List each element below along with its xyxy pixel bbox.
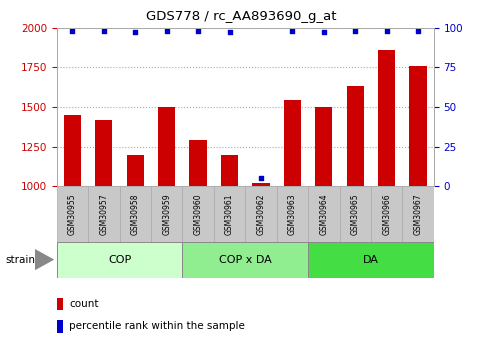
Bar: [252, 183, 270, 186]
Text: COP x DA: COP x DA: [219, 255, 272, 265]
Bar: [308, 186, 340, 242]
Bar: [182, 186, 214, 242]
Bar: [277, 186, 308, 242]
Bar: [371, 186, 402, 242]
Text: GSM30966: GSM30966: [382, 193, 391, 235]
Text: GSM30957: GSM30957: [99, 193, 108, 235]
Point: [131, 30, 139, 35]
Bar: [221, 155, 238, 186]
Bar: [119, 186, 151, 242]
Text: strain: strain: [5, 255, 35, 265]
Polygon shape: [35, 249, 54, 270]
Point: [383, 28, 390, 33]
Bar: [95, 120, 112, 186]
Bar: [158, 107, 176, 186]
Text: GSM30962: GSM30962: [256, 193, 266, 235]
Text: GSM30967: GSM30967: [414, 193, 423, 235]
Bar: [402, 186, 434, 242]
Bar: [189, 140, 207, 186]
Point: [226, 30, 234, 35]
Point: [414, 28, 422, 33]
Bar: [57, 186, 88, 242]
Point: [257, 176, 265, 181]
Bar: [57, 298, 64, 310]
Point: [352, 28, 359, 33]
Text: GSM30964: GSM30964: [319, 193, 328, 235]
Text: GSM30960: GSM30960: [194, 193, 203, 235]
Bar: [214, 186, 246, 242]
Bar: [245, 186, 277, 242]
Bar: [347, 86, 364, 186]
Text: DA: DA: [363, 255, 379, 265]
Bar: [127, 155, 144, 186]
Point: [288, 28, 296, 33]
Bar: [64, 115, 81, 186]
Text: GSM30963: GSM30963: [288, 193, 297, 235]
Point: [194, 28, 202, 33]
Bar: [315, 107, 332, 186]
Text: GSM30955: GSM30955: [68, 193, 77, 235]
Text: GSM30958: GSM30958: [131, 193, 140, 235]
Bar: [182, 241, 308, 278]
Text: GSM30961: GSM30961: [225, 193, 234, 235]
Bar: [284, 100, 301, 186]
Bar: [57, 241, 182, 278]
Text: GDS778 / rc_AA893690_g_at: GDS778 / rc_AA893690_g_at: [146, 10, 337, 23]
Point: [163, 28, 171, 33]
Point: [69, 28, 76, 33]
Point: [320, 30, 328, 35]
Bar: [378, 50, 395, 186]
Text: GSM30965: GSM30965: [351, 193, 360, 235]
Bar: [410, 66, 427, 186]
Text: percentile rank within the sample: percentile rank within the sample: [69, 322, 245, 332]
Text: GSM30959: GSM30959: [162, 193, 171, 235]
Point: [100, 28, 108, 33]
Bar: [57, 320, 64, 333]
Text: count: count: [69, 299, 99, 309]
Bar: [340, 186, 371, 242]
Bar: [88, 186, 119, 242]
Text: COP: COP: [108, 255, 131, 265]
Bar: [151, 186, 182, 242]
Bar: [308, 241, 434, 278]
